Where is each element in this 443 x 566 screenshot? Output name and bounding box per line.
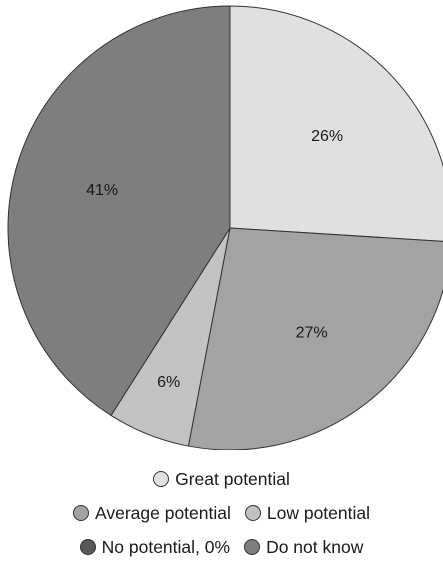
legend-row-2: Average potential Low potential (0, 496, 443, 530)
pie-chart: 26% 27% 6% 41% (7, 5, 443, 450)
legend-item-low-potential: Low potential (244, 502, 371, 524)
legend-label-no-potential: No potential, 0% (101, 536, 231, 557)
pie-label-do-not-know: 41% (86, 182, 118, 199)
legend-swatch-average-potential (72, 505, 89, 521)
pie-slice-do-not-know (7, 5, 231, 417)
pie-value-labels: 26% 27% 6% 41% (86, 128, 343, 391)
legend-row-1: Great potential (0, 462, 443, 496)
legend-swatch-low-potential (244, 505, 261, 521)
legend-label-low-potential: Low potential (266, 502, 371, 523)
legend-label-do-not-know: Do not know (266, 536, 364, 557)
legend-item-do-not-know: Do not know (244, 537, 363, 558)
pie-slice-average-potential (187, 227, 443, 450)
legend-item-no-potential: No potential, 0% (79, 536, 231, 558)
legend-label-average-potential: Average potential (94, 502, 231, 523)
legend-swatch-no-potential (79, 539, 96, 555)
pie-label-great-potential: 26% (311, 128, 343, 145)
pie-label-low-potential: 6% (157, 374, 180, 391)
legend-swatch-do-not-know (244, 539, 261, 555)
legend-label-great-potential: Great potential (175, 468, 290, 489)
legend-item-great-potential: Great potential (153, 469, 290, 490)
legend-item-average-potential: Average potential (72, 502, 231, 524)
pie-label-average-potential: 27% (296, 324, 328, 341)
pie-slices (7, 5, 443, 450)
legend-swatch-great-potential (153, 471, 170, 487)
legend: Great potential Average potential Low po… (0, 462, 443, 564)
pie-slice-great-potential (229, 5, 443, 242)
legend-row-3: No potential, 0% Do not know (0, 530, 443, 564)
